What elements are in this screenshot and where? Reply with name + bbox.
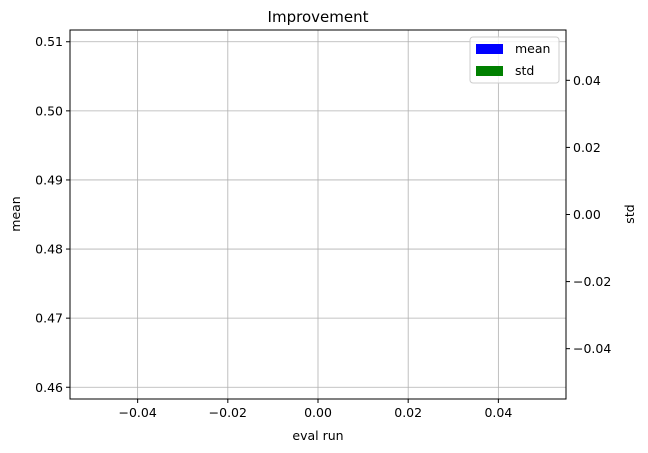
y2-tick-label: 0.04 bbox=[573, 73, 601, 88]
y-tick-label: 0.46 bbox=[35, 380, 63, 395]
y-tick-label: 0.50 bbox=[35, 103, 63, 118]
y-tick-label: 0.51 bbox=[35, 34, 63, 49]
y-tick-label: 0.47 bbox=[35, 311, 63, 326]
y-tick-label: 0.49 bbox=[35, 172, 63, 187]
x-tick-label: 0.02 bbox=[394, 405, 422, 420]
y2-axis-label: std bbox=[622, 204, 637, 223]
legend-swatch-std bbox=[476, 66, 503, 76]
axis-ticks: −0.04 −0.02 0.00 0.02 0.04 0.46 0.47 0.48 0.49 0.… bbox=[35, 34, 611, 420]
y2-tick-label: −0.02 bbox=[573, 274, 611, 289]
y-axis-label: mean bbox=[8, 196, 23, 231]
y2-tick-label: 0.02 bbox=[573, 140, 601, 155]
chart-title: Improvement bbox=[268, 8, 369, 26]
legend-label-mean: mean bbox=[515, 41, 550, 56]
x-tick-label: −0.04 bbox=[118, 405, 156, 420]
x-tick-label: 0.00 bbox=[304, 405, 332, 420]
y2-tick-label: 0.00 bbox=[573, 207, 601, 222]
x-axis-label: eval run bbox=[292, 428, 343, 443]
x-tick-label: −0.02 bbox=[209, 405, 247, 420]
y-tick-label: 0.48 bbox=[35, 242, 63, 257]
grid-lines bbox=[70, 30, 566, 399]
legend-label-std: std bbox=[515, 63, 534, 78]
y2-tick-label: −0.04 bbox=[573, 341, 611, 356]
x-tick-label: 0.04 bbox=[484, 405, 512, 420]
legend-swatch-mean bbox=[476, 44, 503, 54]
legend: mean std bbox=[469, 36, 560, 84]
